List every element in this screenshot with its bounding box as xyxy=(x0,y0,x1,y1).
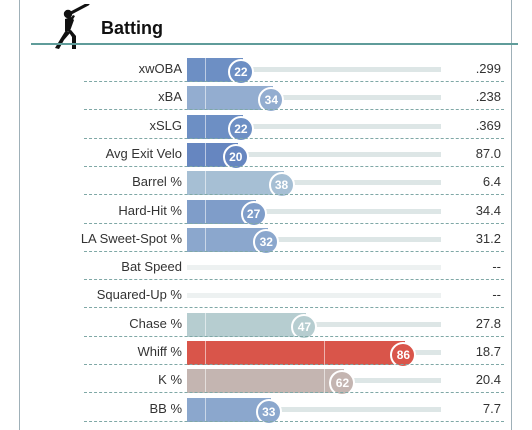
stat-value: 7.7 xyxy=(482,400,501,416)
stat-row: xSLG 22 .369 xyxy=(0,112,532,142)
row-divider xyxy=(84,279,504,281)
row-divider xyxy=(84,109,504,111)
bar-tick xyxy=(204,114,206,139)
percentile-track xyxy=(187,180,441,186)
stat-value: 27.8 xyxy=(475,315,501,331)
stat-label: K % xyxy=(158,372,182,388)
stat-value: 18.7 xyxy=(475,344,501,359)
panel-left-border xyxy=(19,0,20,430)
stat-value: 31.2 xyxy=(475,230,501,246)
header-rule xyxy=(31,43,518,45)
row-divider xyxy=(84,222,504,224)
bar-tick xyxy=(204,227,206,252)
percentile-bubble: 22 xyxy=(227,115,254,142)
percentile-track xyxy=(187,293,441,299)
bar-tick xyxy=(324,369,326,394)
stat-row: xwOBA 22 .299 xyxy=(0,55,532,85)
stat-row: K % 62 20.4 xyxy=(0,366,532,397)
percentile-track xyxy=(187,208,441,214)
bar-tick xyxy=(204,58,206,82)
row-divider xyxy=(84,250,504,252)
stat-label: Squared-Up % xyxy=(96,287,182,303)
percentile-bar xyxy=(187,369,345,394)
stat-value: .369 xyxy=(475,117,501,133)
stat-label: Whiff % xyxy=(137,344,182,359)
stat-label: xBA xyxy=(158,89,182,105)
stat-row: Chase % 47 27.8 xyxy=(0,310,532,340)
percentile-bubble: 32 xyxy=(253,228,280,255)
bar-tick xyxy=(204,397,206,422)
stat-row: Bat Speed -- xyxy=(0,253,532,281)
percentile-bubble: 47 xyxy=(291,313,318,340)
percentile-bubble: 27 xyxy=(240,200,267,227)
percentile-track xyxy=(187,95,441,101)
stat-row: Avg Exit Velo 20 87.0 xyxy=(0,140,532,170)
stat-value: -- xyxy=(492,287,501,303)
stat-row: xBA 34 .238 xyxy=(0,83,532,114)
stat-label: Bat Speed xyxy=(121,259,182,275)
stat-row: Hard-Hit % 27 34.4 xyxy=(0,197,532,227)
percentile-bubble: 38 xyxy=(268,172,295,199)
stat-row: BB % 33 7.7 xyxy=(0,395,532,425)
percentile-track xyxy=(187,151,441,157)
bar-tick xyxy=(204,312,206,337)
bar-tick xyxy=(204,199,206,224)
stat-row: Barrel % 38 6.4 xyxy=(0,168,532,199)
percentile-bubble: 86 xyxy=(390,342,417,368)
stat-row: Whiff % 86 18.7 xyxy=(0,338,532,368)
percentile-bubble: 22 xyxy=(227,59,254,85)
stat-label: Avg Exit Velo xyxy=(105,145,182,161)
stat-label: Chase % xyxy=(129,315,182,331)
stat-row: LA Sweet-Spot % 32 31.2 xyxy=(0,225,532,255)
row-divider xyxy=(84,137,504,139)
section-header: Batting xyxy=(19,0,518,49)
stat-value: 87.0 xyxy=(475,145,501,161)
bar-tick xyxy=(324,341,326,365)
percentile-track xyxy=(187,236,441,242)
stat-label: Hard-Hit % xyxy=(118,202,182,218)
stat-row: Squared-Up % -- xyxy=(0,281,532,309)
stat-label: Barrel % xyxy=(132,174,182,190)
stat-value: .238 xyxy=(475,89,501,105)
bar-tick xyxy=(204,86,206,111)
row-divider xyxy=(84,81,504,82)
percentile-track xyxy=(187,406,441,412)
percentile-bubble: 62 xyxy=(329,370,356,397)
row-divider xyxy=(84,165,504,167)
stat-label: xSLG xyxy=(149,117,182,133)
stat-label: BB % xyxy=(149,400,182,416)
row-divider xyxy=(84,420,504,422)
bar-tick xyxy=(204,369,206,394)
stat-label: LA Sweet-Spot % xyxy=(80,230,182,246)
section-title: Batting xyxy=(101,18,163,38)
stat-value: -- xyxy=(492,259,501,275)
stat-label: xwOBA xyxy=(138,61,182,76)
stat-value: .299 xyxy=(475,61,501,76)
percentile-bar xyxy=(187,341,406,365)
percentile-track xyxy=(187,265,441,271)
row-divider xyxy=(84,194,504,196)
stat-value: 34.4 xyxy=(475,202,501,218)
stat-value: 20.4 xyxy=(475,372,501,388)
row-divider xyxy=(84,307,504,309)
bar-tick xyxy=(204,341,206,365)
bar-tick xyxy=(204,171,206,196)
row-divider xyxy=(84,392,504,394)
row-divider xyxy=(84,364,504,365)
row-divider xyxy=(84,335,504,337)
panel-right-border xyxy=(511,0,512,430)
percentile-bubble: 34 xyxy=(258,87,285,114)
percentile-track xyxy=(187,123,441,129)
stat-value: 6.4 xyxy=(482,174,501,190)
bar-tick xyxy=(204,142,206,167)
percentile-bar xyxy=(187,171,284,196)
percentile-bubble: 20 xyxy=(222,143,249,170)
percentile-track xyxy=(187,67,441,72)
percentile-bar xyxy=(187,312,307,337)
percentile-bubble: 33 xyxy=(255,398,282,425)
